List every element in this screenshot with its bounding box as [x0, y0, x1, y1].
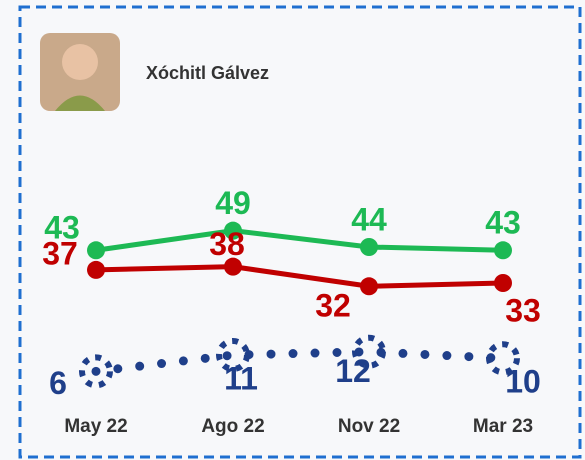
point — [87, 261, 105, 279]
data-label: 10 — [505, 364, 541, 400]
photo-face — [62, 44, 98, 80]
point — [87, 241, 105, 259]
x-tick-label: Nov 22 — [338, 416, 400, 437]
data-label: 38 — [209, 226, 245, 262]
data-label: 11 — [224, 360, 258, 396]
data-label: 32 — [315, 288, 351, 324]
point — [360, 238, 378, 256]
chart-title: Xóchitl Gálvez — [146, 63, 269, 83]
point — [494, 241, 512, 259]
x-tick-label: May 22 — [64, 416, 127, 437]
data-label: 37 — [42, 235, 78, 271]
chart: Xóchitl Gálvez May 22 Ago 22 Nov 22 Mar 23 4… — [0, 0, 585, 460]
data-label: 12 — [335, 353, 371, 389]
data-label: 33 — [505, 292, 541, 328]
x-tick-label: Mar 23 — [473, 416, 533, 437]
data-label: 44 — [351, 201, 387, 237]
data-label: 43 — [485, 205, 521, 241]
point — [360, 277, 378, 295]
point — [494, 274, 512, 292]
data-label: 49 — [215, 185, 251, 221]
x-tick-label: Ago 22 — [201, 416, 264, 437]
data-label: 6 — [49, 365, 67, 401]
